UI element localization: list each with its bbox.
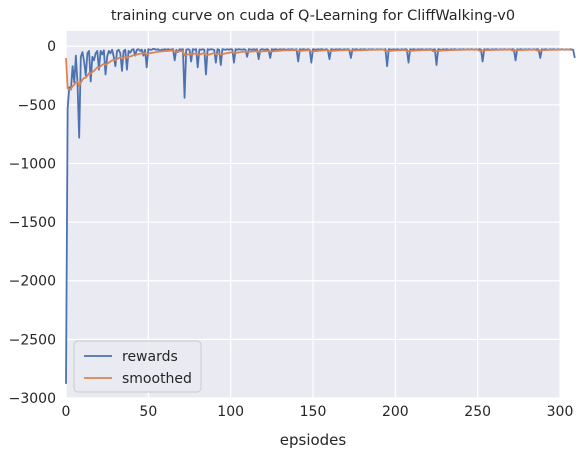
y-tick-label: −500 [18,98,56,114]
y-tick-label: −2500 [9,332,56,348]
y-tick-label: −1500 [9,215,56,231]
legend: rewards smoothed [74,341,201,392]
y-tick-label: 0 [47,39,56,55]
legend-label-rewards: rewards [122,349,178,365]
x-tick-label: 300 [547,404,574,420]
y-tick-label: −2000 [9,274,56,290]
x-tick-label: 50 [139,404,157,420]
x-tick-label: 100 [217,404,244,420]
x-tick-label: 0 [62,404,71,420]
y-tick-label: −3000 [9,391,56,407]
x-axis-label: epsiodes [280,431,347,449]
chart-title: training curve on cuda of Q-Learning for… [111,8,515,24]
x-tick-label: 150 [300,404,327,420]
y-tick-label: −1000 [9,156,56,172]
legend-label-smoothed: smoothed [122,371,192,387]
x-tick-label: 250 [464,404,491,420]
x-tick-label: 200 [382,404,409,420]
